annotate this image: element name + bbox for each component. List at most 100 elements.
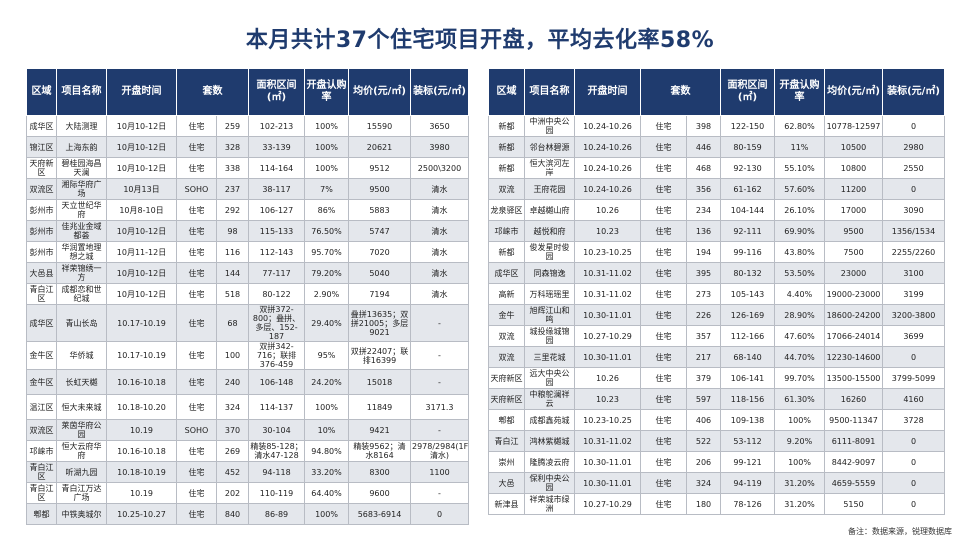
table-cell: 10.26 [574, 367, 641, 389]
column-header: 均价(元/㎡) [348, 68, 411, 116]
table-cell: 10.26 [574, 199, 641, 221]
table-cell: 新都 [488, 157, 525, 179]
table-cell: 76.50% [304, 220, 349, 242]
table-cell: 叠拼13635；双拼21005；多层9021 [348, 304, 411, 342]
table-cell: 78-126 [720, 493, 775, 515]
column-header: 套数 [176, 68, 249, 116]
table-cell: 彭州市 [26, 220, 57, 242]
table-cell: 9512 [348, 157, 411, 179]
table-cell: 94-119 [720, 472, 775, 494]
table-cell: SOHO [176, 178, 217, 200]
table-cell: 3171.3 [410, 394, 469, 420]
table-row: 青白江区 听湖九园 10.18-10.19 住宅 452 94-118 33.20% 8300… [26, 461, 469, 483]
table-cell: 0 [882, 472, 945, 494]
table-cell: 19000-23000 [824, 283, 883, 305]
table-cell: 新津县 [488, 493, 525, 515]
table-cell: 234 [686, 199, 721, 221]
table-cell: 中粮鸵澜祥云 [524, 388, 575, 410]
table-cell: 清水 [410, 199, 469, 221]
table-cell: 住宅 [176, 199, 217, 221]
table-cell: 10500 [824, 136, 883, 158]
column-header: 项目名称 [524, 68, 575, 116]
table-cell: 住宅 [640, 262, 687, 284]
table-cell: 住宅 [640, 430, 687, 452]
table-cell: 天府新区 [488, 367, 525, 389]
table-cell: 57.60% [774, 178, 825, 200]
table-cell: 15590 [348, 115, 411, 137]
table-row: 大邑 保利中央公园 10.30-11.01 住宅 324 94-119 31.20% 4659… [488, 472, 945, 494]
table-cell: 10.16-10.18 [106, 440, 177, 462]
table-cell: 61-162 [720, 178, 775, 200]
table-cell: 3980 [410, 136, 469, 158]
table-cell: 清水 [410, 178, 469, 200]
table-cell: 10月13日 [106, 178, 177, 200]
table-cell: 522 [686, 430, 721, 452]
table-cell: 53-112 [720, 430, 775, 452]
table-cell: 105-143 [720, 283, 775, 305]
table-cell: 清水 [410, 220, 469, 242]
table-cell: 8300 [348, 461, 411, 483]
table-cell: 5150 [824, 493, 883, 515]
table-row: 新津县 祥荣城市绿洲 10.27-10.29 住宅 180 78-126 31.20% 515… [488, 493, 945, 515]
table-cell: 9421 [348, 419, 411, 441]
footnote: 备注：数据来源，锐理数据库 [848, 527, 952, 536]
table-cell: 202 [216, 482, 249, 504]
table-cell: 259 [216, 115, 249, 137]
table-cell: 55.10% [774, 157, 825, 179]
right-projects-table: 区域 项目名称 开盘时间 套数 面积区间(㎡) 开盘认购率 均价(元/㎡) 装标(元/㎡) 新… [488, 68, 945, 515]
table-cell: 44.70% [774, 346, 825, 368]
table-cell: 1356/1534 [882, 220, 945, 242]
table-cell: 隆腾凌云府 [524, 451, 575, 473]
table-cell: 旭辉江山和鸣 [524, 304, 575, 326]
table-cell: 98 [216, 220, 249, 242]
table-cell: 9500 [348, 178, 411, 200]
table-cell: 112-143 [248, 241, 305, 263]
table-cell: 卓越樾山府 [524, 199, 575, 221]
table-cell: 同森锦逸 [524, 262, 575, 284]
table-cell: 清水 [410, 262, 469, 284]
table-cell: 住宅 [176, 136, 217, 158]
table-cell: 金牛区 [26, 369, 57, 395]
table-cell: 双流 [488, 178, 525, 200]
table-cell: 379 [686, 367, 721, 389]
table-row: 青白江区 成都恋和世纪城 10月10-12日 住宅 518 80-122 2.90% 7194… [26, 283, 469, 305]
table-row: 天府新区 中粮鸵澜祥云 10.23 住宅 597 118-156 61.30% 16260 41… [488, 388, 945, 410]
table-cell: 10月10-12日 [106, 115, 177, 137]
table-cell: 住宅 [176, 503, 217, 525]
table-row: 金牛区 华侨城 10.17-10.19 住宅 100 双拼342-716；联排376-45… [26, 341, 469, 370]
table-cell: 17000 [824, 199, 883, 221]
table-cell: 10.24-10.26 [574, 157, 641, 179]
table-row: 新都 俊发星时俊园 10.23-10.25 住宅 194 99-116 43.80% 7500… [488, 241, 945, 263]
table-cell: 郫都 [26, 503, 57, 525]
table-cell: 佳兆业金域都荟 [56, 220, 107, 242]
table-cell: 53.50% [774, 262, 825, 284]
table-cell: 100% [304, 115, 349, 137]
table-cell: 10.24-10.26 [574, 178, 641, 200]
table-cell: 10.17-10.19 [106, 341, 177, 370]
table-cell: 126-169 [720, 304, 775, 326]
left-table-body: 成华区 大陆测理 10月10-12日 住宅 259 102-213 100% 15590 365… [26, 115, 469, 525]
table-cell: 邛崃市 [488, 220, 525, 242]
table-cell: 2.90% [304, 283, 349, 305]
table-cell: 10.31-11.02 [574, 283, 641, 305]
table-cell: 10月10-12日 [106, 220, 177, 242]
table-cell: 住宅 [640, 241, 687, 263]
table-cell: 住宅 [640, 409, 687, 431]
table-row: 彭州市 华润置地理想之城 10月11-12日 住宅 116 112-143 95.70% 70… [26, 241, 469, 263]
table-cell: 69.90% [774, 220, 825, 242]
table-cell: 86-89 [248, 503, 305, 525]
table-cell: 100% [774, 409, 825, 431]
table-cell: 天立世纪华府 [56, 199, 107, 221]
table-cell: 住宅 [640, 346, 687, 368]
table-cell: 大陆测理 [56, 115, 107, 137]
table-cell: 47.60% [774, 325, 825, 347]
table-cell: 0 [882, 115, 945, 137]
table-cell: 彭州市 [26, 241, 57, 263]
table-cell: 5747 [348, 220, 411, 242]
table-cell: 62.80% [774, 115, 825, 137]
table-cell: 10.24-10.26 [574, 115, 641, 137]
table-cell: 10.17-10.19 [106, 304, 177, 342]
table-cell: 新都 [488, 115, 525, 137]
table-cell: 听湖九园 [56, 461, 107, 483]
column-header: 装标(元/㎡) [410, 68, 469, 116]
